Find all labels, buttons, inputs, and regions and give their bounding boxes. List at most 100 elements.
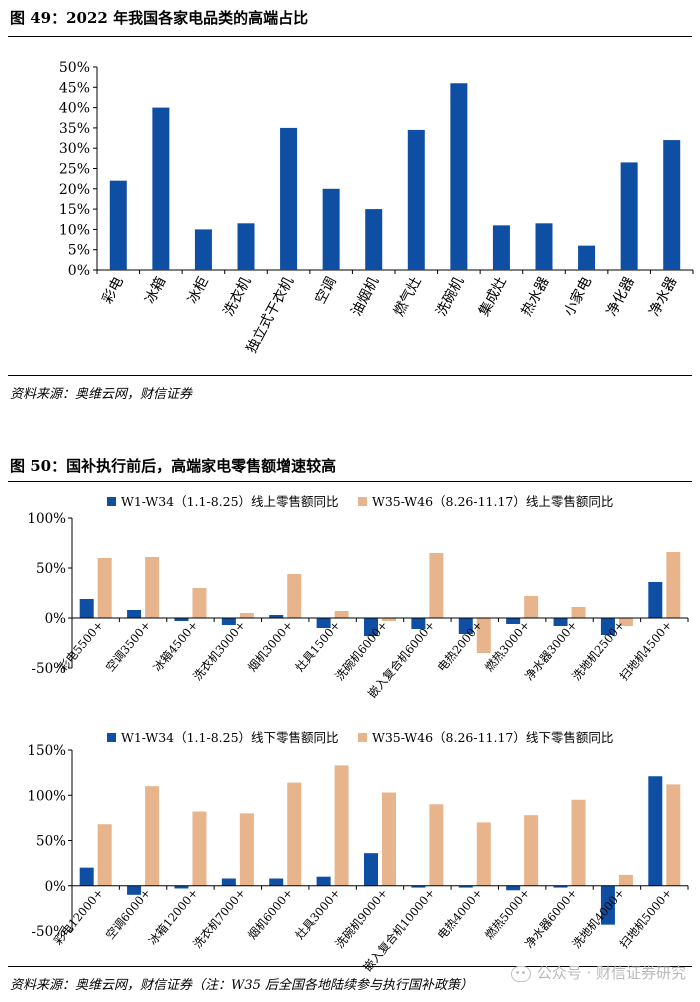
- online-bar-s1-冰箱4500+: [174, 618, 189, 621]
- offline-bar-s1-洗地机4000+: [600, 885, 615, 925]
- offline-bar-s1-嵌入复合机10000+: [411, 885, 426, 888]
- y-tick-label: 30%: [59, 141, 90, 157]
- offline-bar-s1-空调6000+: [127, 885, 142, 895]
- y-tick-label: 50%: [59, 60, 90, 76]
- watermark-text: 公众号 · 财信证券研究: [536, 964, 686, 982]
- x-tick-label: 冰柜: [185, 274, 212, 306]
- bar-冰箱: [152, 107, 170, 270]
- x-tick-label: 集成灶: [475, 274, 510, 319]
- offline-y-tick-label: 100%: [27, 788, 66, 804]
- x-tick-label: 热水器: [519, 274, 553, 319]
- x-tick-label: 洗碗机: [434, 274, 468, 319]
- offline-y-tick-label: 0%: [45, 879, 67, 895]
- online-legend-swatch-1: [358, 497, 367, 506]
- offline-bar-s2-扫地机5000+: [666, 784, 681, 886]
- x-tick-label: 彩电: [100, 274, 127, 306]
- y-tick-label: 40%: [59, 101, 90, 117]
- offline-legend-swatch-1: [358, 733, 367, 742]
- offline-bar-s2-空调6000+: [145, 786, 160, 886]
- offline-legend-swatch-0: [107, 733, 116, 742]
- bar-燃气灶: [407, 129, 425, 270]
- online-bar-s1-空调3500+: [127, 610, 142, 618]
- online-y-tick-label: -50%: [31, 661, 66, 677]
- offline-y-tick-label: 50%: [36, 834, 66, 850]
- online-legend-swatch-0: [107, 497, 116, 506]
- offline-x-tick-label: 烟机6000+: [245, 886, 296, 942]
- online-y-tick-label: 0%: [45, 611, 67, 627]
- offline-bar-s1-冰箱12000+: [174, 885, 189, 889]
- offline-y-tick-label: -50%: [31, 924, 66, 940]
- watermark: 公众号 · 财信证券研究: [510, 962, 686, 983]
- bar-集成灶: [492, 225, 510, 270]
- y-tick-label: 10%: [59, 222, 90, 238]
- figure-50-online-chart: W1-W34（1.1-8.25）线上零售额同比 W35-W46（8.26-11.1…: [27, 494, 689, 701]
- online-y-tick-label: 50%: [36, 561, 66, 577]
- x-tick-label: 油烟机: [348, 274, 382, 319]
- offline-bar-s2-洗地机4000+: [618, 874, 633, 886]
- bar-净化器: [620, 162, 638, 270]
- online-bar-s2-燃热3000+: [524, 596, 539, 618]
- x-tick-label: 净化器: [604, 274, 638, 319]
- online-bar-s2-嵌入复合机6000+: [429, 553, 444, 618]
- y-tick-label: 5%: [68, 243, 90, 259]
- online-bar-s1-彩电5500+: [79, 599, 94, 618]
- bar-净水器: [663, 140, 681, 270]
- figure-49-source: 资料来源：奥维云网，财信证券: [10, 387, 193, 402]
- online-bar-s1-洗衣机3000+: [221, 618, 236, 625]
- offline-bar-s1-洗衣机7000+: [221, 878, 236, 886]
- offline-bar-s2-净水器6000+: [571, 799, 586, 886]
- offline-legend-label-0: W1-W34（1.1-8.25）线下零售额同比: [121, 730, 339, 745]
- offline-bar-s1-扫地机5000+: [648, 776, 663, 886]
- offline-bar-s1-彩电12000+: [79, 867, 94, 886]
- figure-50-top-rule: [8, 481, 692, 482]
- online-bar-s1-嵌入复合机6000+: [411, 618, 426, 629]
- offline-bar-s2-烟机6000+: [287, 782, 302, 886]
- figure-49-top-rule: [8, 36, 692, 37]
- offline-bar-s1-烟机6000+: [269, 878, 284, 886]
- offline-bar-s1-灶具3000+: [316, 876, 331, 886]
- online-bar-s2-彩电5500+: [97, 558, 112, 618]
- bar-空调: [322, 188, 340, 270]
- offline-bar-s1-净水器6000+: [553, 885, 568, 888]
- figure-49-chart: 0% 5% 10% 15% 20% 25% 30% 35% 40% 45% 50% 彩电 冰箱 冰柜 洗衣机…: [59, 60, 694, 356]
- offline-bar-s1-电热4000+: [458, 885, 473, 888]
- figure-49-title: 图 49：2022 年我国各家电品类的高端占比: [10, 9, 309, 27]
- bar-热水器: [535, 223, 553, 270]
- online-bar-s1-净水器3000+: [553, 618, 568, 626]
- offline-bar-s1-燃热5000+: [506, 885, 521, 891]
- figure-50-offline-chart: W1-W34（1.1-8.25）线下零售额同比 W35-W46（8.26-11.1…: [27, 730, 689, 974]
- online-legend-label-1: W35-W46（8.26-11.17）线上零售额同比: [372, 494, 613, 509]
- bar-彩电: [109, 180, 127, 270]
- bar-洗碗机: [450, 83, 468, 270]
- online-bar-s1-洗地机2500+: [600, 618, 615, 635]
- figure-50-bottom-rule: [8, 966, 692, 967]
- offline-bar-s2-冰箱12000+: [192, 811, 207, 886]
- y-tick-label: 0%: [68, 263, 90, 279]
- bar-小家电: [578, 245, 596, 270]
- offline-bar-s2-电热4000+: [476, 822, 491, 886]
- online-x-tick-label: 冰箱4500+: [150, 618, 201, 674]
- online-bar-s2-扫地机4500+: [666, 552, 681, 618]
- online-bar-s2-冰箱4500+: [192, 588, 207, 618]
- online-bar-s1-烟机3000+: [269, 615, 284, 618]
- y-tick-label: 45%: [59, 80, 90, 96]
- bar-独立式干衣机: [280, 127, 298, 271]
- offline-bar-s2-燃热5000+: [524, 815, 539, 886]
- y-tick-label: 25%: [59, 162, 90, 178]
- bar-冰柜: [194, 229, 212, 270]
- online-bar-s2-空调3500+: [145, 557, 160, 618]
- x-tick-label: 空调: [312, 274, 339, 306]
- offline-x-tick-label: 燃热5000+: [482, 886, 533, 942]
- online-bar-s1-燃热3000+: [506, 618, 521, 624]
- figure-50-source: 资料来源：奥维云网，财信证券（注：W35 后全国各地陆续参与执行国补政策）: [10, 978, 474, 993]
- offline-legend-label-1: W35-W46（8.26-11.17）线下零售额同比: [372, 730, 613, 745]
- bar-洗衣机: [237, 223, 255, 270]
- online-x-tick-label: 空调3500+: [103, 618, 154, 674]
- y-tick-label: 35%: [59, 121, 90, 137]
- online-bar-s2-电热2000+: [476, 618, 491, 653]
- online-bar-s1-灶具1500+: [316, 618, 331, 628]
- online-bar-s2-洗衣机3000+: [239, 613, 254, 618]
- offline-bar-s2-彩电12000+: [97, 824, 112, 886]
- online-bar-s2-烟机3000+: [287, 574, 302, 618]
- online-y-tick-label: 100%: [27, 511, 66, 527]
